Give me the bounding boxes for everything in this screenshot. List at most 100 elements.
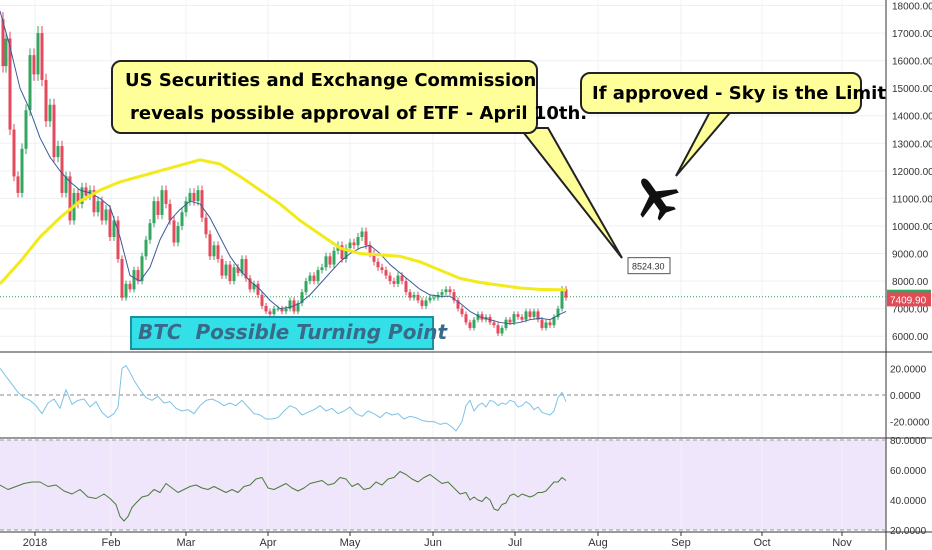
- candle-body: [140, 256, 144, 282]
- y-tick-label: 16000.00: [892, 57, 932, 68]
- candle-body: [320, 267, 324, 271]
- candle-body: [392, 281, 396, 284]
- candle-body: [404, 281, 408, 293]
- candle-body: [360, 231, 364, 238]
- y-tick-label: 18000.00: [892, 2, 932, 13]
- candle-body: [244, 259, 248, 279]
- candle-body: [340, 245, 344, 260]
- candle-body: [108, 209, 112, 238]
- candle-body: [52, 104, 56, 158]
- oscillator-tick-label: 20.0000: [890, 364, 927, 375]
- candle-body: [444, 289, 448, 293]
- candle-body: [208, 234, 212, 257]
- candle-body: [224, 264, 228, 276]
- candle-body: [532, 311, 536, 317]
- candle-body: [312, 275, 316, 282]
- candle-body: [468, 322, 472, 328]
- y-tick-label: 7000.00: [892, 305, 929, 316]
- candle-body: [144, 239, 148, 257]
- y-tick-label: 12000.00: [892, 167, 932, 178]
- candle-body: [476, 314, 480, 320]
- oscillator-line: [0, 365, 567, 432]
- candle-body: [456, 300, 460, 309]
- candle-body: [160, 190, 164, 215]
- candle-body: [316, 270, 320, 282]
- candle-body: [220, 259, 224, 276]
- candle-body: [196, 190, 200, 202]
- candle-body: [240, 259, 244, 273]
- candle-body: [200, 190, 204, 218]
- y-tick-label: 8000.00: [892, 277, 929, 288]
- y-tick-label: 11000.00: [892, 194, 932, 205]
- rsi-line: [0, 471, 567, 522]
- candle-body: [76, 192, 80, 204]
- candle-body: [280, 308, 284, 312]
- candle-body: [28, 55, 32, 111]
- candle-body: [448, 289, 452, 293]
- candle-body: [328, 256, 332, 265]
- candle-body: [272, 308, 276, 315]
- candle-body: [252, 283, 256, 290]
- candle-body: [344, 248, 348, 260]
- candle-body: [496, 325, 500, 334]
- candle-body: [504, 319, 508, 328]
- candle-body: [412, 294, 416, 298]
- candle-body: [440, 292, 444, 295]
- x-tick-label: Nov: [832, 537, 852, 549]
- candle-body: [24, 110, 28, 149]
- candle-body: [396, 275, 400, 284]
- candle-body: [264, 305, 268, 312]
- sec-callout-line2: reveals possible approval of ETF - April…: [130, 103, 588, 124]
- candle-body: [8, 38, 12, 130]
- candle-body: [356, 237, 360, 246]
- candle-body: [128, 283, 132, 290]
- candle-body: [248, 278, 252, 290]
- candle-body: [560, 289, 564, 309]
- sky-callout-text: If approved - Sky is the Limit: [592, 83, 886, 104]
- candle-body: [432, 297, 436, 299]
- sky-callout: If approved - Sky is the Limit: [580, 72, 886, 114]
- candle-body: [332, 250, 336, 265]
- candle-body: [492, 322, 496, 326]
- candle-body: [296, 303, 300, 312]
- candle-body: [124, 283, 128, 298]
- candle-body: [20, 148, 24, 193]
- candle-body: [536, 311, 540, 320]
- candle-body: [204, 217, 208, 235]
- candle-body: [364, 231, 368, 246]
- candle-body: [152, 201, 156, 224]
- candle-body: [288, 300, 292, 309]
- candle-body: [32, 55, 36, 75]
- candle-body: [168, 203, 172, 221]
- candle-body: [540, 319, 544, 328]
- candle-body: [236, 267, 240, 273]
- price-tag-previous-background: [887, 292, 931, 307]
- candle-body: [520, 316, 524, 320]
- candle-body: [408, 292, 412, 298]
- candle-body: [524, 311, 528, 320]
- candle-body: [352, 242, 356, 246]
- candle-body: [184, 201, 188, 213]
- y-tick-label: 9000.00: [892, 250, 929, 261]
- candle-body: [188, 192, 192, 202]
- x-tick-label: Apr: [259, 537, 276, 549]
- sky-callout-pointer: [675, 107, 737, 177]
- candle-body: [148, 223, 152, 240]
- candle-body: [300, 292, 304, 304]
- y-tick-label: 15000.00: [892, 84, 932, 95]
- candle-body: [516, 314, 520, 317]
- candle-body: [428, 297, 432, 301]
- candle-body: [324, 256, 328, 268]
- candle-body: [372, 253, 376, 262]
- candle-body: [480, 314, 484, 320]
- fast-moving-average-line: [0, 10, 567, 325]
- candle-body: [132, 270, 136, 290]
- candle-body: [420, 300, 424, 306]
- candle-body: [508, 319, 512, 323]
- sec-callout-line1: US Securities and Exchange Commission: [125, 70, 537, 91]
- candle-body: [500, 327, 504, 334]
- candle-body: [260, 294, 264, 306]
- candle-body: [376, 261, 380, 268]
- x-tick-label: Mar: [177, 537, 196, 549]
